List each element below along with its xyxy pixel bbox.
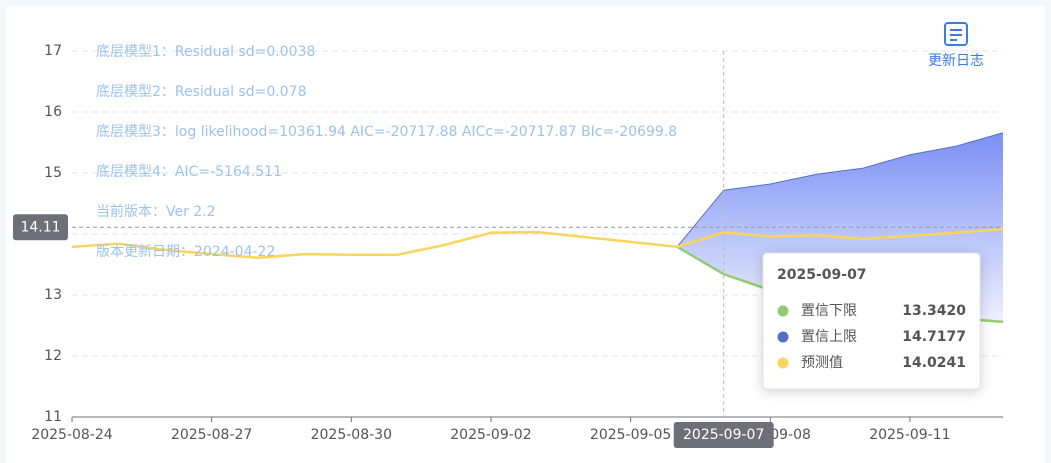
x-tick-label: 2025-08-30 [311, 427, 392, 443]
y-tick-label: 15 [44, 165, 62, 181]
tooltip-series-name: 预测值 [801, 355, 843, 371]
tooltip-series-name: 置信下限 [801, 303, 857, 319]
series-line [71, 227, 1004, 260]
series-line [676, 132, 1004, 248]
y-tick-label: 16 [44, 104, 62, 120]
tooltip-series-name: 置信上限 [801, 329, 857, 345]
pointer-label-box [673, 422, 774, 448]
pointer-label: 14.11 [20, 219, 60, 235]
tooltip-value: 14.7177 [902, 329, 966, 345]
button-label[interactable]: 更新日志 [928, 53, 984, 69]
x-tick-label: 2025-09-11 [869, 427, 950, 443]
x-tick-label: 2025-08-27 [171, 427, 252, 443]
tooltip: 2025-09-07 置信下限 13.3420 置信上限 14.7177 预测值 14.02… [762, 252, 981, 390]
annotation: 底层模型3：log likelihood=10361.94 AIC=-20717… [96, 124, 677, 140]
tooltip-marker [777, 357, 789, 369]
annotation: 底层模型1：Residual sd=0.0038 [96, 44, 315, 60]
update-log-button[interactable]: 更新日志 [928, 22, 984, 69]
button-icon [944, 22, 968, 46]
annotation: 当前版本：Ver 2.2 [96, 203, 216, 220]
x-tick-label: 2025-08-24 [31, 427, 112, 443]
y-tick-label: 13 [44, 287, 62, 303]
annotation: 版本更新日期：2024-04-22 [96, 244, 275, 260]
x-tick-label: 2025-09-05 [590, 427, 671, 443]
annotation: 底层模型4：AIC=-5164.511 [96, 164, 282, 180]
tooltip-title: 2025-09-07 [777, 267, 867, 283]
annotation: 底层模型2：Residual sd=0.078 [96, 84, 306, 100]
y-tick-label: 11 [44, 409, 62, 425]
pointer-label-box [13, 214, 68, 241]
y-tick-label: 17 [44, 43, 62, 59]
y-tick-label: 12 [44, 348, 62, 364]
tooltip-value: 13.3420 [902, 303, 966, 319]
tooltip-marker [777, 331, 789, 343]
tooltip-marker [777, 305, 789, 317]
pointer-label: 2025-09-07 [683, 427, 764, 443]
x-tick-label: 2025-09-02 [450, 427, 531, 443]
tooltip-box [762, 252, 981, 390]
tooltip-value: 14.0241 [902, 355, 966, 371]
